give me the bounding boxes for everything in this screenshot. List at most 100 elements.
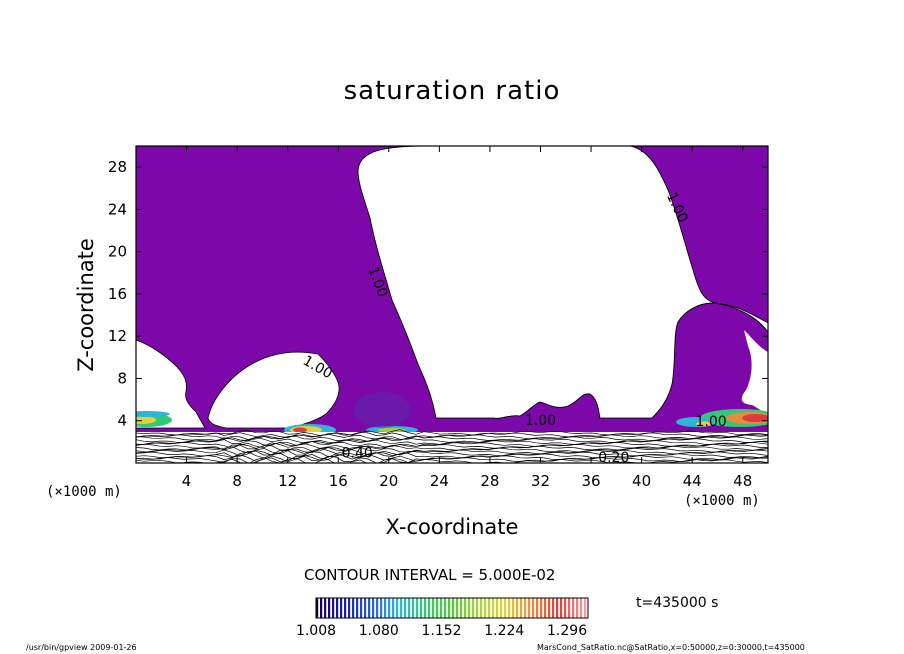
colorbar-swatch [448, 598, 451, 618]
contour-line [136, 435, 768, 442]
colorbar-swatch [420, 598, 423, 618]
colorbar-swatch [444, 598, 447, 618]
colorbar-swatch [372, 598, 375, 618]
contour-line [136, 447, 768, 457]
colorbar-swatch [432, 598, 435, 618]
x-tick-label: 4 [182, 472, 192, 490]
x-axis-unit-left: (×1000 m) [46, 484, 122, 500]
colorbar-swatch [496, 598, 499, 618]
subsaturated-region-right [741, 330, 768, 414]
colorbar-swatch [424, 598, 427, 618]
contour-line [136, 453, 768, 463]
colorbar: 1.008 1.080 1.152 1.224 1.296 [296, 597, 589, 639]
contour-label: 1.00 [525, 413, 556, 429]
colorbar-swatch [460, 598, 463, 618]
colorbar-swatch [584, 598, 587, 618]
colorbar-swatch [452, 598, 455, 618]
colorbar-swatch [356, 598, 359, 618]
colorbar-swatch [400, 598, 403, 618]
footer-source: MarsCond_SatRatio.nc@SatRatio,x=0:50000,… [537, 643, 805, 652]
chart-title: saturation ratio [343, 76, 561, 106]
colorbar-swatch [384, 598, 387, 618]
colorbar-swatch [512, 598, 515, 618]
contour-line [136, 436, 768, 444]
colorbar-swatch [324, 598, 327, 618]
contour-line [136, 451, 768, 460]
colorbar-swatch [320, 598, 323, 618]
colorbar-tick-label: 1.080 [359, 623, 399, 639]
plot-frame [135, 145, 769, 464]
x-tick-label: 8 [232, 472, 242, 490]
colorbar-swatch [528, 598, 531, 618]
colorbar-swatch [516, 598, 519, 618]
colorbar-swatch [388, 598, 391, 618]
cloud-bands [136, 392, 768, 436]
contour-line [136, 442, 768, 451]
y-tick-label: 8 [117, 369, 127, 387]
time-label: t=435000 s [636, 595, 719, 611]
colorbar-swatch [556, 598, 559, 618]
colorbar-frame [315, 597, 589, 619]
colorbar-tick-label: 1.296 [547, 623, 587, 639]
x-tick-label: 12 [278, 472, 297, 490]
colorbar-swatch [440, 598, 443, 618]
x-tick-label: 44 [683, 472, 702, 490]
colorbar-swatch [552, 598, 555, 618]
colorbar-swatch [544, 598, 547, 618]
colorbar-swatch [480, 598, 483, 618]
colorbar-swatch [504, 598, 507, 618]
colorbar-swatch [540, 598, 543, 618]
x-tick-label: 32 [531, 472, 550, 490]
colorbar-swatch [560, 598, 563, 618]
x-tick-label: 40 [632, 472, 651, 490]
y-tick-label: 20 [108, 243, 127, 261]
colorbar-swatch [476, 598, 479, 618]
colorbar-swatch [316, 598, 319, 618]
colorbar-swatch [472, 598, 475, 618]
colorbar-swatch [500, 598, 503, 618]
colorbar-swatch [548, 598, 551, 618]
colorbar-swatch [416, 598, 419, 618]
contour-lines [136, 429, 768, 463]
y-axis: 4 8 12 16 20 24 28 [108, 158, 768, 430]
contour-line [136, 431, 768, 438]
colorbar-swatch [348, 598, 351, 618]
footer-command: /usr/bin/gpview 2009-01-26 [26, 643, 137, 652]
colorbar-swatch [344, 598, 347, 618]
y-tick-label: 4 [117, 412, 127, 430]
x-tick-label: 24 [430, 472, 449, 490]
colorbar-tick-label: 1.008 [296, 623, 336, 639]
colorbar-tick-label: 1.224 [484, 623, 524, 639]
contour-line [136, 433, 768, 440]
colorbar-swatch [468, 598, 471, 618]
colorbar-swatch [564, 598, 567, 618]
x-tick-label: 20 [379, 472, 398, 490]
y-tick-label: 12 [108, 327, 127, 345]
colorbar-tick-label: 1.152 [421, 623, 461, 639]
x-axis: 4 8 12 16 20 24 28 32 36 40 44 48 [182, 146, 752, 490]
contour-line [136, 446, 768, 455]
colorbar-swatch [492, 598, 495, 618]
x-axis-unit-right: (×1000 m) [684, 493, 760, 509]
colorbar-swatch [360, 598, 363, 618]
colorbar-swatch [580, 598, 583, 618]
contour-interval-label: CONTOUR INTERVAL = 5.000E-02 [304, 566, 556, 584]
colorbar-swatch [456, 598, 459, 618]
colorbar-swatch [508, 598, 511, 618]
contour-line [136, 429, 768, 437]
y-tick-label: 28 [108, 158, 127, 176]
x-axis-label: X-coordinate [385, 515, 519, 539]
colorbar-swatch [352, 598, 355, 618]
colorbar-swatch [392, 598, 395, 618]
colorbar-swatch [404, 598, 407, 618]
subsaturated-region-left [136, 339, 206, 429]
x-tick-label: 28 [480, 472, 499, 490]
colorbar-swatch [536, 598, 539, 618]
x-tick-label: 36 [581, 472, 600, 490]
colorbar-swatch [380, 598, 383, 618]
x-tick-label: 16 [329, 472, 348, 490]
colorbar-swatch [524, 598, 527, 618]
colorbar-swatch [576, 598, 579, 618]
